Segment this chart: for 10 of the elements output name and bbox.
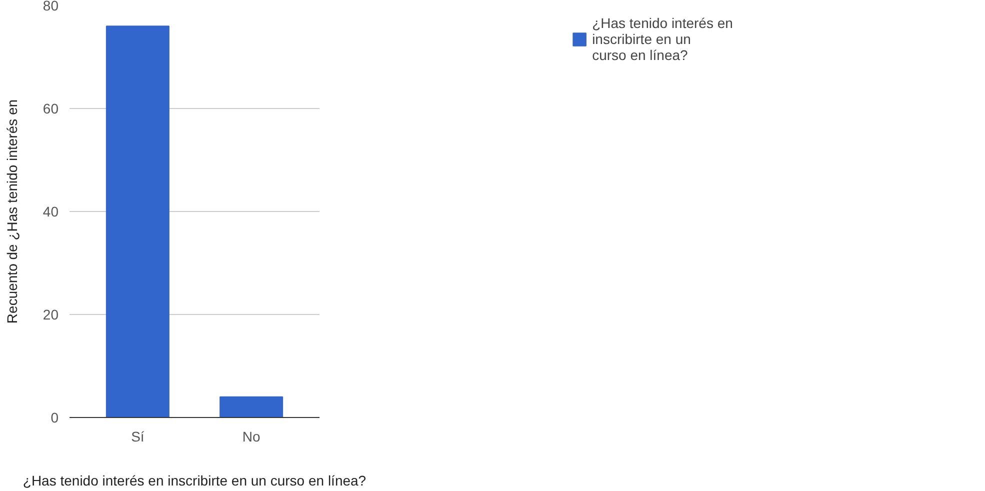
y-tick-label: 40 [42, 204, 59, 220]
x-tick-label: Sí [131, 428, 144, 444]
x-axis-title: ¿Has tenido interés en inscribirte en un curso en línea? [22, 472, 366, 488]
y-tick-label: 0 [50, 410, 59, 426]
y-tick-label: 60 [42, 100, 59, 116]
y-tick-label: 20 [42, 306, 59, 322]
y-axis-title: Recuento de ¿Has tenido interés en [4, 99, 20, 324]
y-tick-label: 80 [42, 0, 59, 14]
legend-label: ¿Has tenido interés en inscribirte en un curso en línea? [592, 15, 733, 63]
x-tick-label: No [242, 428, 260, 444]
